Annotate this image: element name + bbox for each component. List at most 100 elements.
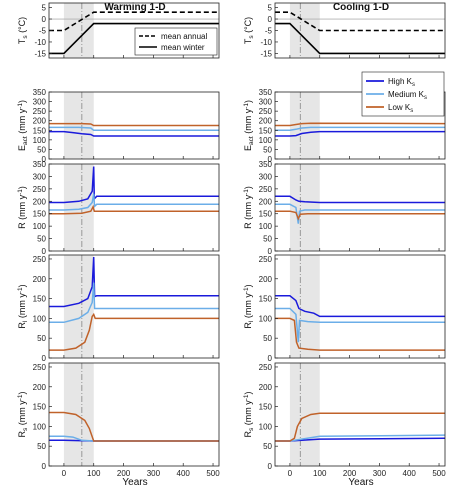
y-tick-label: 300 bbox=[259, 98, 273, 107]
shaded-transition-band bbox=[63, 92, 94, 159]
x-tick-label: 200 bbox=[343, 469, 357, 478]
y-tick-label: 100 bbox=[259, 136, 273, 145]
right-panel-title: Cooling 1-D bbox=[333, 2, 389, 13]
series-medium-ks bbox=[49, 126, 219, 132]
series-low-ks bbox=[49, 411, 219, 442]
y-tick-label: 50 bbox=[37, 442, 46, 451]
y-axis-label: R (mm y-1) bbox=[17, 186, 27, 229]
y-tick-label: 100 bbox=[259, 314, 273, 323]
y-axis-label: Rl (mm y-1) bbox=[17, 284, 29, 328]
y-tick-label: 200 bbox=[33, 275, 47, 284]
y-tick-label: 50 bbox=[263, 235, 272, 244]
y-tick-label: 5 bbox=[268, 4, 273, 13]
right-x-axis-label: Years bbox=[348, 477, 373, 488]
plot-r-warming: 350 300 250 200 150 100 50 0 R (mm y-1) bbox=[17, 160, 220, 256]
series-mean-annual bbox=[49, 11, 219, 32]
y-tick-label: -10 bbox=[34, 38, 46, 47]
axes-frame bbox=[48, 362, 220, 467]
y-tick-label: 250 bbox=[33, 185, 47, 194]
y-tick-label: 150 bbox=[259, 295, 273, 304]
x-tick-label: 100 bbox=[87, 469, 101, 478]
y-tick-label: 50 bbox=[263, 145, 272, 154]
temperature-legend: mean annual mean winter bbox=[134, 27, 218, 56]
y-axis-label: R (mm y-1) bbox=[243, 186, 253, 229]
y-tick-label: 50 bbox=[263, 442, 272, 451]
y-tick-label: 0 bbox=[268, 462, 273, 471]
x-tick-label: 400 bbox=[403, 469, 417, 478]
y-tick-label: 100 bbox=[33, 222, 47, 231]
y-tick-label: 5 bbox=[42, 4, 47, 13]
y-axis-label: Rs (mm y-1) bbox=[243, 391, 255, 437]
legend-label: High Ks bbox=[388, 77, 415, 88]
y-tick-label: 50 bbox=[37, 145, 46, 154]
y-tick-label: 0 bbox=[268, 354, 273, 363]
y-tick-label: 0 bbox=[268, 247, 273, 256]
y-tick-label: 250 bbox=[33, 107, 47, 116]
series-low-ks bbox=[49, 122, 219, 127]
series-high-ks bbox=[49, 256, 219, 308]
x-tick-label: 0 bbox=[62, 469, 67, 478]
y-tick-label: 350 bbox=[259, 160, 273, 169]
y-axis-label: Rs (mm y-1) bbox=[17, 391, 29, 437]
y-tick-label: 250 bbox=[259, 255, 273, 264]
axes-frame bbox=[48, 163, 220, 252]
y-tick-label: 0 bbox=[268, 155, 273, 164]
x-tick-label: 300 bbox=[373, 469, 387, 478]
y-tick-label: 300 bbox=[33, 172, 47, 181]
y-tick-label: 250 bbox=[33, 363, 47, 372]
x-tick-label: 500 bbox=[206, 469, 220, 478]
shaded-transition-band bbox=[63, 164, 94, 251]
plot-r-cooling: 350 300 250 200 150 100 50 0 R (mm y-1) bbox=[243, 160, 446, 256]
y-tick-label: 0 bbox=[268, 15, 273, 24]
y-tick-label: 100 bbox=[259, 222, 273, 231]
y-tick-label: -5 bbox=[39, 27, 47, 36]
series-medium-ks bbox=[275, 307, 445, 343]
y-tick-label: 0 bbox=[42, 15, 47, 24]
y-tick-label: 50 bbox=[37, 334, 46, 343]
y-tick-label: 50 bbox=[263, 334, 272, 343]
axes-frame bbox=[274, 163, 446, 252]
series-low-ks bbox=[275, 412, 445, 442]
series-mean-winter bbox=[49, 22, 219, 55]
y-tick-label: 350 bbox=[259, 88, 273, 97]
y-tick-label: 150 bbox=[33, 126, 47, 135]
x-tick-label: 300 bbox=[147, 469, 161, 478]
y-tick-label: 150 bbox=[33, 210, 47, 219]
shaded-transition-band bbox=[63, 255, 94, 358]
y-tick-label: 250 bbox=[33, 255, 47, 264]
y-tick-label: 50 bbox=[37, 235, 46, 244]
y-tick-label: -5 bbox=[265, 27, 273, 36]
plot-ts-warming: 5 0 -5 -10 -15 Ts (°C) bbox=[17, 2, 220, 58]
y-tick-label: 0 bbox=[42, 462, 47, 471]
shaded-transition-band bbox=[289, 92, 320, 159]
y-tick-label: 0 bbox=[42, 247, 47, 256]
y-tick-label: 100 bbox=[33, 314, 47, 323]
x-tick-label: 400 bbox=[177, 469, 191, 478]
axes-frame bbox=[48, 91, 220, 160]
y-tick-label: 100 bbox=[33, 136, 47, 145]
y-tick-label: 200 bbox=[259, 275, 273, 284]
x-tick-label: 500 bbox=[432, 469, 446, 478]
series-high-ks bbox=[275, 295, 445, 318]
y-tick-label: 250 bbox=[259, 185, 273, 194]
x-tick-label: 200 bbox=[117, 469, 131, 478]
series-medium-ks bbox=[275, 126, 445, 132]
axes-frame bbox=[274, 362, 446, 467]
y-tick-label: 200 bbox=[259, 117, 273, 126]
series-high-ks bbox=[49, 166, 219, 204]
y-tick-label: -15 bbox=[34, 49, 46, 58]
legend-label: Medium Ks bbox=[388, 90, 427, 101]
y-tick-label: -10 bbox=[260, 38, 272, 47]
ks-legend: High Ks Medium Ks Low Ks bbox=[361, 71, 445, 117]
y-axis-label: Eact (mm y-1) bbox=[243, 100, 255, 151]
plot-ts-cooling: 5 0 -5 -10 -15 Ts (°C) bbox=[243, 2, 446, 58]
y-tick-label: -15 bbox=[260, 49, 272, 58]
y-tick-label: 200 bbox=[259, 197, 273, 206]
legend-label: mean winter bbox=[161, 43, 205, 52]
y-axis-label: Ts (°C) bbox=[17, 17, 29, 44]
y-tick-label: 200 bbox=[259, 383, 273, 392]
